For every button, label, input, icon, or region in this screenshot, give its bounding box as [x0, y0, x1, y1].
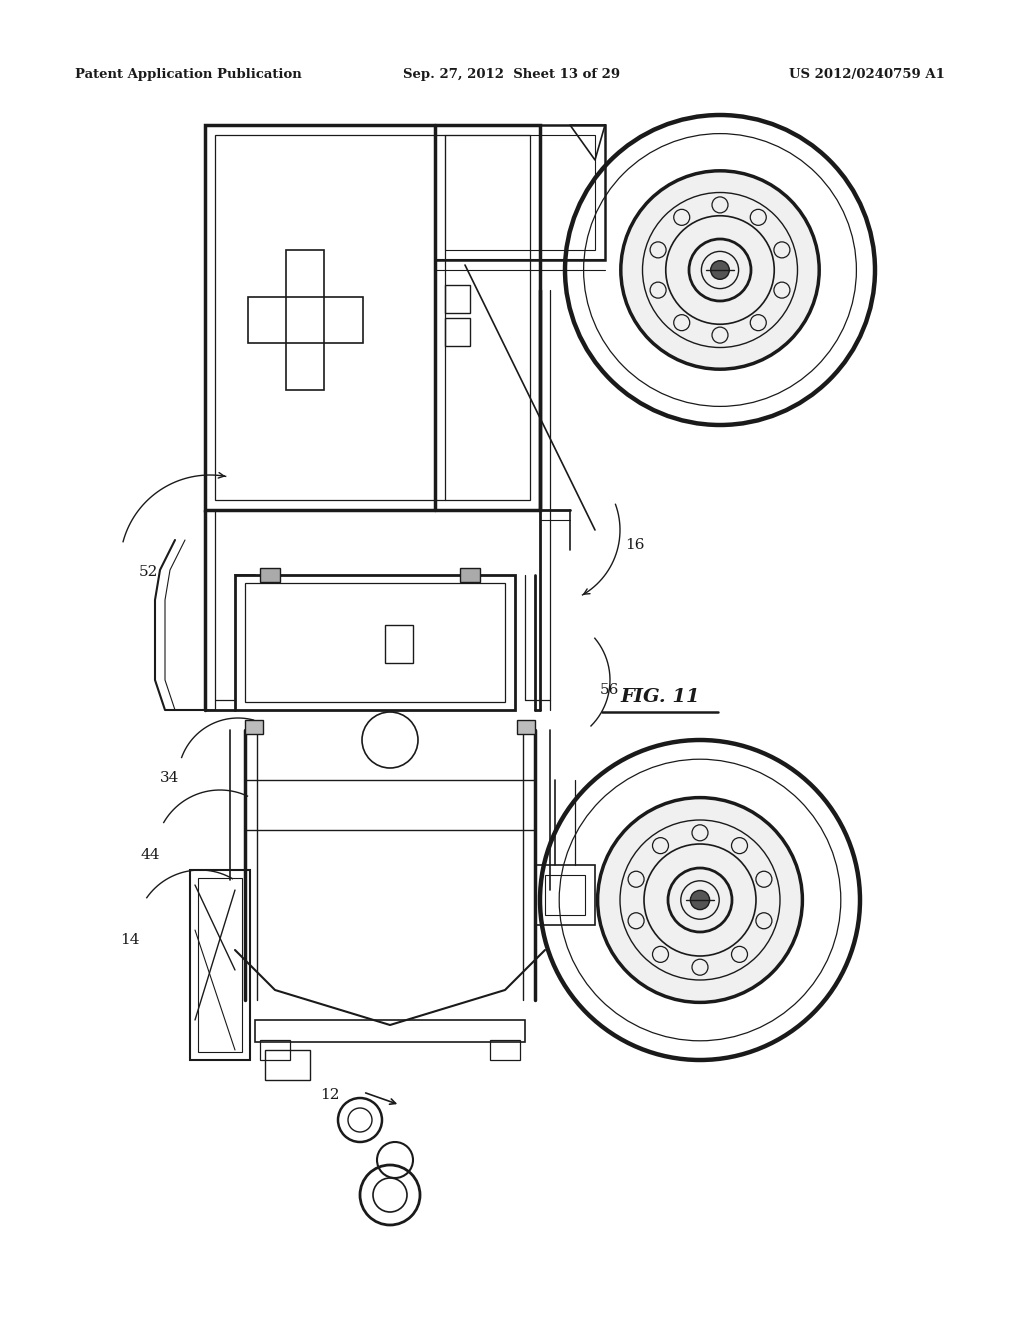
Text: 44: 44	[140, 847, 160, 862]
Bar	[234, 576, 515, 710]
Bar	[255, 1020, 525, 1041]
Bar	[248, 297, 362, 343]
Bar	[245, 719, 263, 734]
Bar	[445, 318, 470, 346]
Bar	[245, 583, 505, 702]
Bar	[535, 865, 595, 925]
Bar	[445, 135, 595, 249]
Text: FIG. 11: FIG. 11	[621, 688, 699, 706]
Bar	[445, 285, 470, 313]
Bar	[215, 135, 530, 500]
Text: 56: 56	[600, 682, 620, 697]
Bar	[205, 125, 540, 510]
Bar	[198, 878, 242, 1052]
Bar	[460, 568, 480, 582]
Text: 34: 34	[161, 771, 179, 785]
Text: Sep. 27, 2012  Sheet 13 of 29: Sep. 27, 2012 Sheet 13 of 29	[403, 69, 621, 81]
Text: 14: 14	[120, 933, 139, 946]
Bar	[286, 249, 324, 389]
Circle shape	[711, 260, 729, 280]
Bar	[260, 568, 280, 582]
Bar	[517, 719, 535, 734]
Bar	[265, 1049, 310, 1080]
Circle shape	[690, 891, 710, 909]
Circle shape	[598, 797, 803, 1002]
Text: 52: 52	[138, 565, 158, 579]
Text: 12: 12	[321, 1088, 340, 1102]
Text: US 2012/0240759 A1: US 2012/0240759 A1	[790, 69, 945, 81]
Bar	[435, 125, 605, 260]
Bar	[190, 870, 250, 1060]
Bar	[490, 1040, 520, 1060]
Text: Patent Application Publication: Patent Application Publication	[75, 69, 302, 81]
Text: 16: 16	[625, 539, 644, 552]
Bar	[545, 875, 585, 915]
Bar	[385, 624, 413, 663]
Circle shape	[621, 170, 819, 370]
Bar	[260, 1040, 290, 1060]
